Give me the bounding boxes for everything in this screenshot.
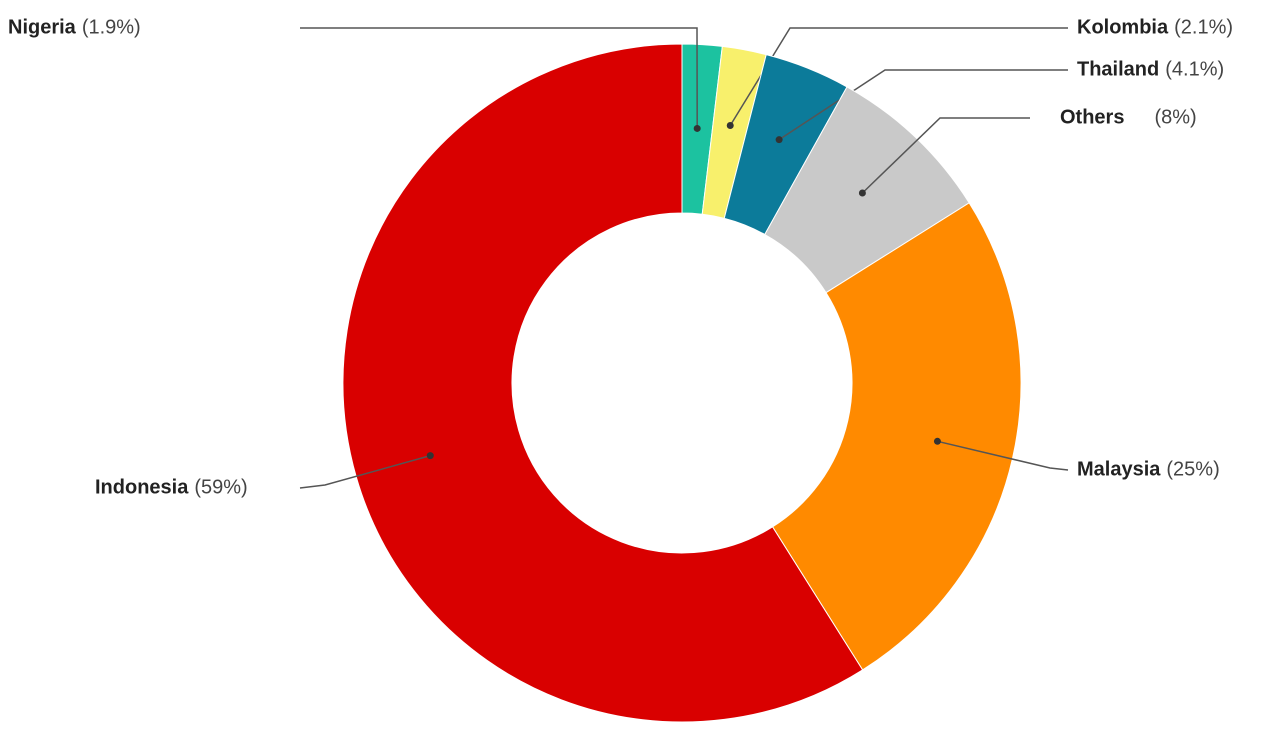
- leader-line: [861, 117, 1030, 194]
- slice-value-label: (2.1%): [1174, 16, 1233, 38]
- donut-slice: [342, 43, 864, 723]
- slice-label: Indonesia: [95, 476, 189, 498]
- leader-dot: [858, 189, 866, 197]
- leader-line: [778, 69, 1068, 141]
- slice-label: Kolombia: [1077, 16, 1169, 38]
- leader-dot: [933, 437, 941, 445]
- slice-label: Malaysia: [1077, 458, 1161, 480]
- slice-label: Others: [1060, 106, 1124, 128]
- leader-dot: [775, 136, 783, 144]
- slice-value-label: (8%): [1154, 106, 1196, 128]
- donut-slice: [771, 202, 1022, 671]
- slice-label: Nigeria: [8, 16, 77, 38]
- leader-line: [937, 440, 1069, 471]
- leader-line: [729, 27, 1068, 126]
- leader-dot: [426, 452, 434, 460]
- leader-dot: [693, 124, 701, 132]
- slice-label: Thailand: [1077, 58, 1159, 80]
- slice-value-label: (59%): [194, 476, 247, 498]
- leader-line: [299, 454, 431, 489]
- leader-line: [300, 27, 698, 129]
- slice-value-label: (4.1%): [1165, 58, 1224, 80]
- slice-value-label: (1.9%): [82, 16, 141, 38]
- leader-dot: [726, 121, 734, 129]
- slice-value-label: (25%): [1166, 458, 1219, 480]
